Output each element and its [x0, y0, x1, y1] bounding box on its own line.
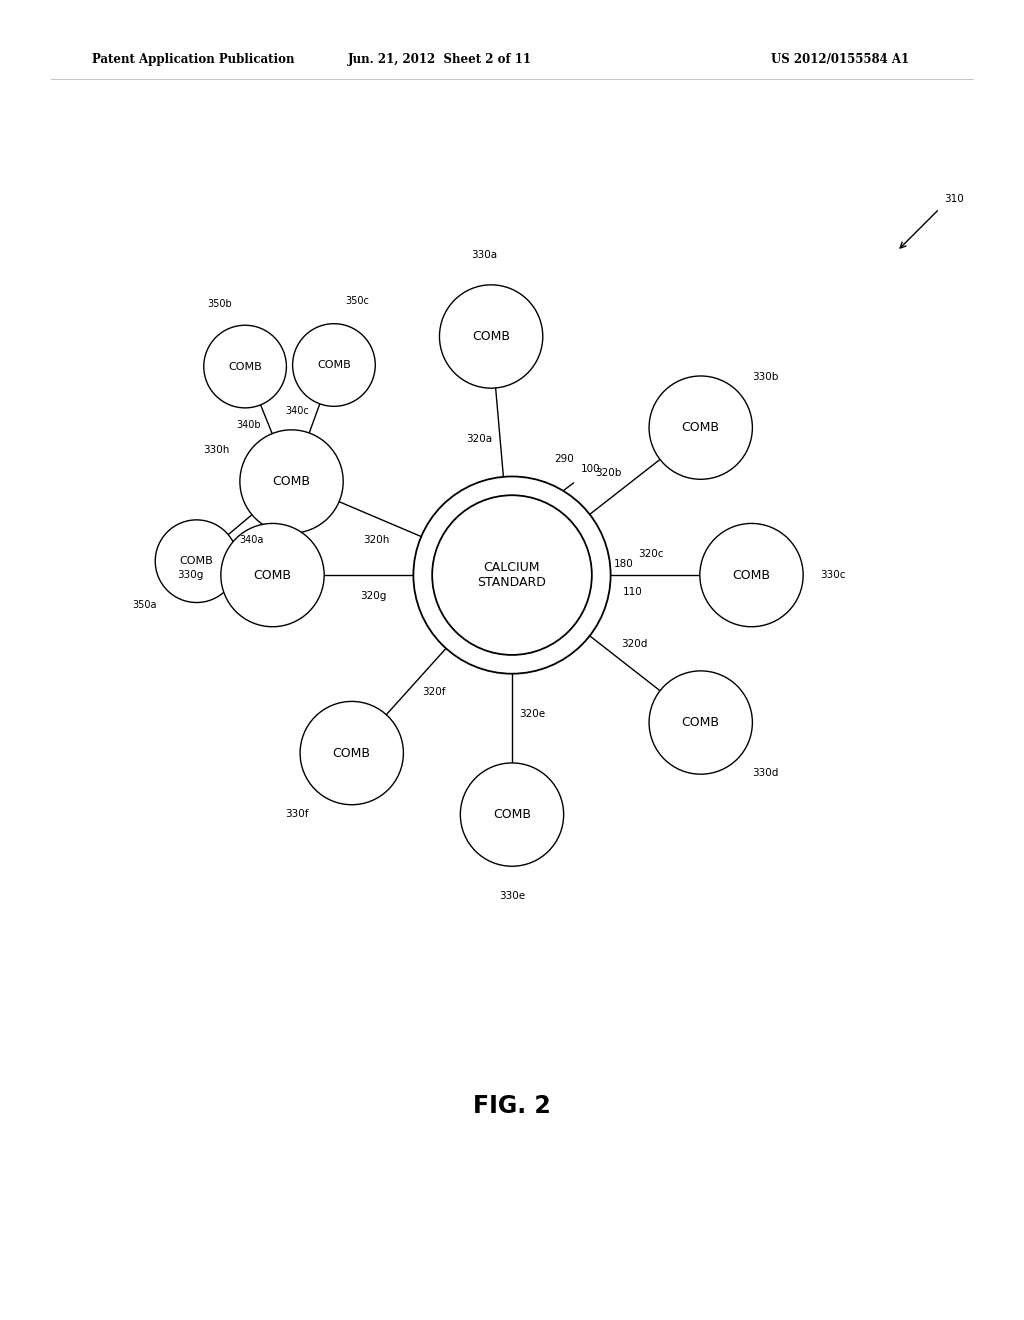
Text: 320e: 320e	[519, 709, 546, 719]
Text: COMB: COMB	[682, 715, 720, 729]
Text: 320h: 320h	[362, 535, 389, 545]
Text: 320b: 320b	[596, 469, 622, 478]
Text: COMB: COMB	[254, 569, 292, 582]
Text: 330g: 330g	[177, 570, 204, 579]
Circle shape	[439, 285, 543, 388]
Text: US 2012/0155584 A1: US 2012/0155584 A1	[771, 53, 908, 66]
Text: 350c: 350c	[345, 297, 369, 306]
Text: 340a: 340a	[240, 535, 263, 545]
Text: Jun. 21, 2012  Sheet 2 of 11: Jun. 21, 2012 Sheet 2 of 11	[348, 53, 532, 66]
Circle shape	[649, 376, 753, 479]
Text: 350b: 350b	[208, 298, 232, 309]
Text: COMB: COMB	[682, 421, 720, 434]
Text: 320d: 320d	[621, 639, 647, 649]
Circle shape	[293, 323, 375, 407]
Text: 330e: 330e	[499, 891, 525, 902]
Text: 350a: 350a	[132, 599, 157, 610]
Text: COMB: COMB	[228, 362, 262, 371]
Circle shape	[649, 671, 753, 775]
Text: 330h: 330h	[203, 445, 229, 454]
Circle shape	[414, 477, 610, 673]
Text: 180: 180	[613, 558, 633, 569]
Circle shape	[204, 325, 287, 408]
Text: COMB: COMB	[179, 556, 213, 566]
Text: 320a: 320a	[466, 433, 493, 444]
Text: 340b: 340b	[237, 420, 261, 430]
Circle shape	[300, 701, 403, 805]
Text: CALCIUM
STANDARD: CALCIUM STANDARD	[477, 561, 547, 589]
Text: COMB: COMB	[493, 808, 531, 821]
Text: 320g: 320g	[359, 591, 386, 601]
Text: 330f: 330f	[286, 809, 309, 818]
Text: COMB: COMB	[317, 360, 351, 370]
Circle shape	[156, 520, 238, 602]
Text: Patent Application Publication: Patent Application Publication	[92, 53, 295, 66]
Circle shape	[221, 524, 325, 627]
Circle shape	[699, 524, 803, 627]
Text: FIG. 2: FIG. 2	[473, 1094, 551, 1118]
Text: 330d: 330d	[752, 768, 778, 777]
Text: 330a: 330a	[471, 249, 497, 260]
Circle shape	[461, 763, 563, 866]
Text: 340c: 340c	[286, 407, 309, 416]
Circle shape	[240, 430, 343, 533]
Text: 320f: 320f	[423, 688, 446, 697]
Text: COMB: COMB	[472, 330, 510, 343]
Text: 100: 100	[581, 463, 600, 474]
Text: 330c: 330c	[820, 570, 846, 579]
Text: 330b: 330b	[752, 372, 778, 383]
Text: COMB: COMB	[732, 569, 770, 582]
Text: COMB: COMB	[333, 747, 371, 759]
Text: 290: 290	[554, 454, 574, 465]
Text: 110: 110	[623, 587, 643, 597]
Text: 320c: 320c	[638, 549, 664, 560]
Text: COMB: COMB	[272, 475, 310, 488]
Text: 310: 310	[944, 194, 964, 205]
